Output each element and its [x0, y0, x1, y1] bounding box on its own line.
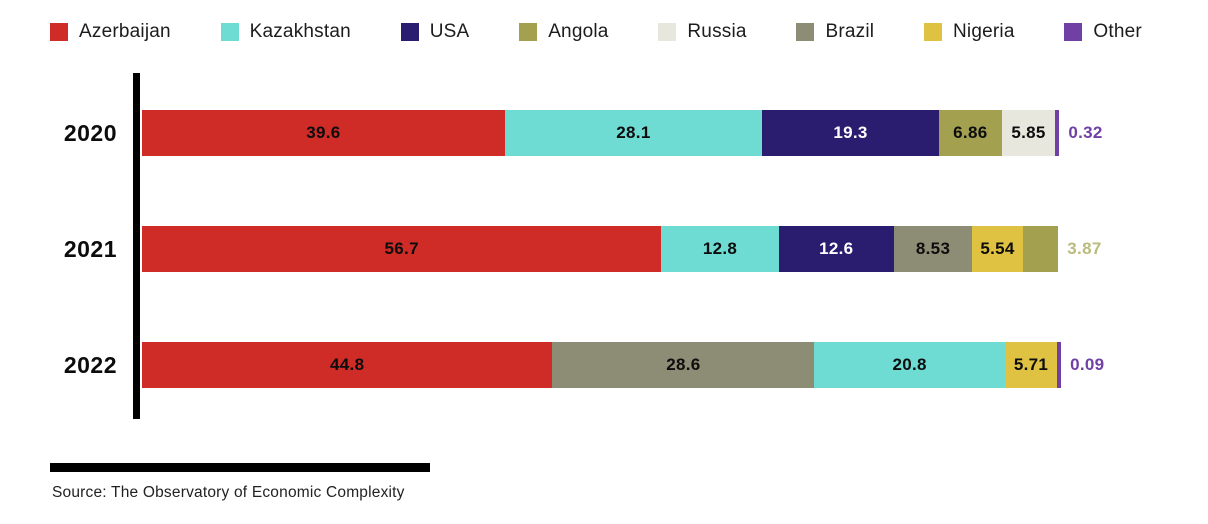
bar-segment-label: 6.86	[953, 123, 988, 142]
bar-segment-azerbaijan: 44.8	[142, 342, 553, 388]
bar-segment-angola	[1022, 226, 1059, 272]
bar-segment-angola: 6.86	[938, 110, 1002, 156]
legend-swatch-icon	[50, 23, 68, 41]
year-label: 2020	[63, 120, 117, 146]
bar-segment-brazil: 8.53	[894, 226, 973, 272]
legend-item-brazil: Brazil	[796, 21, 874, 43]
bar-line: 44.8 28.6 20.8 5.71 0.09	[142, 342, 1104, 388]
bar-segment-label: 5.71	[1013, 355, 1049, 374]
bar-segment-kazakhstan: 20.8	[814, 342, 1005, 388]
bar-segment-azerbaijan: 39.6	[142, 110, 505, 156]
legend-swatch-icon	[1064, 23, 1083, 41]
legend-label: Brazil	[825, 21, 875, 42]
bar-segment-nigeria: 5.71	[1004, 342, 1058, 388]
bar-segment-usa: 12.6	[778, 226, 894, 272]
bar-segment-kazakhstan: 12.8	[661, 226, 779, 272]
legend-label: Kazakhstan	[249, 21, 351, 42]
bar-segment-usa: 19.3	[762, 110, 939, 156]
legend-label: USA	[429, 21, 470, 42]
bar-segment-other	[1055, 110, 1060, 156]
bar-segment-label: 39.6	[306, 123, 341, 142]
legend-swatch-icon	[400, 23, 419, 41]
bar-segment-label: 5.85	[1011, 123, 1046, 142]
bar-segment-azerbaijan: 56.7	[142, 226, 662, 272]
bar-segment-label: 56.7	[384, 239, 419, 258]
legend-label: Other	[1093, 21, 1142, 42]
bar-segment-label: 5.54	[980, 239, 1015, 258]
legend-swatch-icon	[796, 23, 815, 41]
legend-label: Angola	[548, 21, 609, 42]
bar-segment-other	[1057, 342, 1062, 388]
legend-swatch-icon	[519, 23, 538, 41]
bar-segment-russia: 5.85	[1001, 110, 1056, 156]
legend-swatch-icon	[658, 23, 677, 41]
legend-label: Azerbaijan	[79, 21, 171, 42]
legend-item-nigeria: Nigeria	[924, 21, 1015, 43]
bar-segment-label: 12.8	[702, 239, 738, 258]
stacked-bar: 44.8 28.6 20.8 5.71	[142, 342, 1062, 388]
source-text: Source: The Observatory of Economic Comp…	[52, 484, 405, 501]
bar-segment-label: 44.8	[330, 355, 365, 374]
outside-bar-label: 0.09	[1070, 355, 1105, 374]
legend-swatch-icon	[924, 23, 942, 41]
legend-item-angola: Angola	[519, 21, 608, 43]
legend-label: Russia	[687, 21, 747, 42]
legend-swatch-icon	[220, 23, 239, 41]
bar-segment-label: 28.1	[616, 123, 651, 142]
bar-row: 2022 44.8 28.6 20.8 5.71 0.09	[0, 342, 1208, 388]
stacked-bar: 56.7 12.8 12.6 8.53 5.54	[142, 226, 1059, 272]
bar-segment-label: 12.6	[819, 239, 854, 258]
bar-line: 39.6 28.1 19.3 6.86 5.85 0.32	[142, 110, 1103, 156]
outside-bar-label: 0.32	[1068, 123, 1103, 142]
bar-segment-label: 8.53	[915, 239, 951, 258]
bar-segment-label: 28.6	[666, 355, 701, 374]
legend-item-kazakhstan: Kazakhstan	[220, 21, 351, 43]
bar-segment-nigeria: 5.54	[972, 226, 1023, 272]
bar-row: 2021 56.7 12.8 12.6 8.53 5.54 3.87	[0, 226, 1208, 272]
bar-segment-brazil: 28.6	[552, 342, 815, 388]
legend-item-azerbaijan: Azerbaijan	[50, 21, 171, 43]
outside-bar-label: 3.87	[1067, 239, 1102, 258]
legend-item-usa: USA	[400, 21, 470, 43]
bar-line: 56.7 12.8 12.6 8.53 5.54 3.87	[142, 226, 1102, 272]
footer-divider	[50, 463, 430, 472]
year-label: 2022	[63, 352, 117, 378]
year-label: 2021	[63, 236, 117, 262]
legend: Azerbaijan Kazakhstan USA Angola Russia Brazi…	[50, 21, 1142, 43]
bar-segment-label: 20.8	[892, 355, 927, 374]
legend-item-russia: Russia	[658, 21, 746, 43]
bar-segment-kazakhstan: 28.1	[504, 110, 763, 156]
y-axis-line	[133, 73, 140, 419]
legend-item-other: Other	[1064, 21, 1142, 43]
stacked-bar: 39.6 28.1 19.3 6.86 5.85	[142, 110, 1060, 156]
bar-segment-label: 19.3	[833, 123, 868, 142]
legend-label: Nigeria	[953, 21, 1015, 42]
bar-row: 2020 39.6 28.1 19.3 6.86 5.85 0.32	[0, 110, 1208, 156]
